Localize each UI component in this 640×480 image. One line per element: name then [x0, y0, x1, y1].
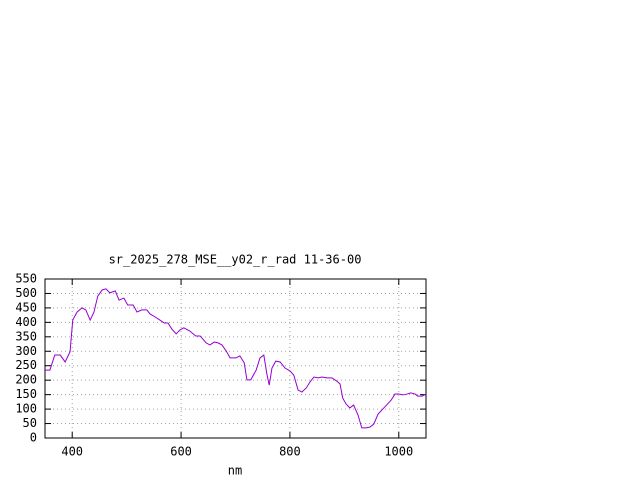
y-tick-label: 500 [15, 286, 37, 300]
y-tick-label: 150 [15, 387, 37, 401]
y-tick-label: 300 [15, 344, 37, 358]
plot-frame [44, 278, 427, 439]
y-tick-label: 100 [15, 402, 37, 416]
y-tick-label: 350 [15, 329, 37, 343]
y-tick-label: 400 [15, 315, 37, 329]
chart-title: sr_2025_278_MSE__y02_r_rad 11-36-00 [109, 253, 362, 267]
y-tick-label: 250 [15, 358, 37, 372]
x-tick-label: 400 [61, 445, 83, 459]
data-line [45, 288, 427, 429]
x-axis-label: nm [228, 464, 242, 478]
x-tick-label: 1000 [384, 445, 413, 459]
x-tick-label: 800 [279, 445, 301, 459]
y-tick-label: 550 [15, 272, 37, 286]
y-tick-label: 450 [15, 300, 37, 314]
y-tick-label: 200 [15, 373, 37, 387]
y-tick-label: 50 [23, 416, 37, 430]
y-tick-label: 0 [30, 431, 37, 445]
x-tick-label: 600 [170, 445, 192, 459]
